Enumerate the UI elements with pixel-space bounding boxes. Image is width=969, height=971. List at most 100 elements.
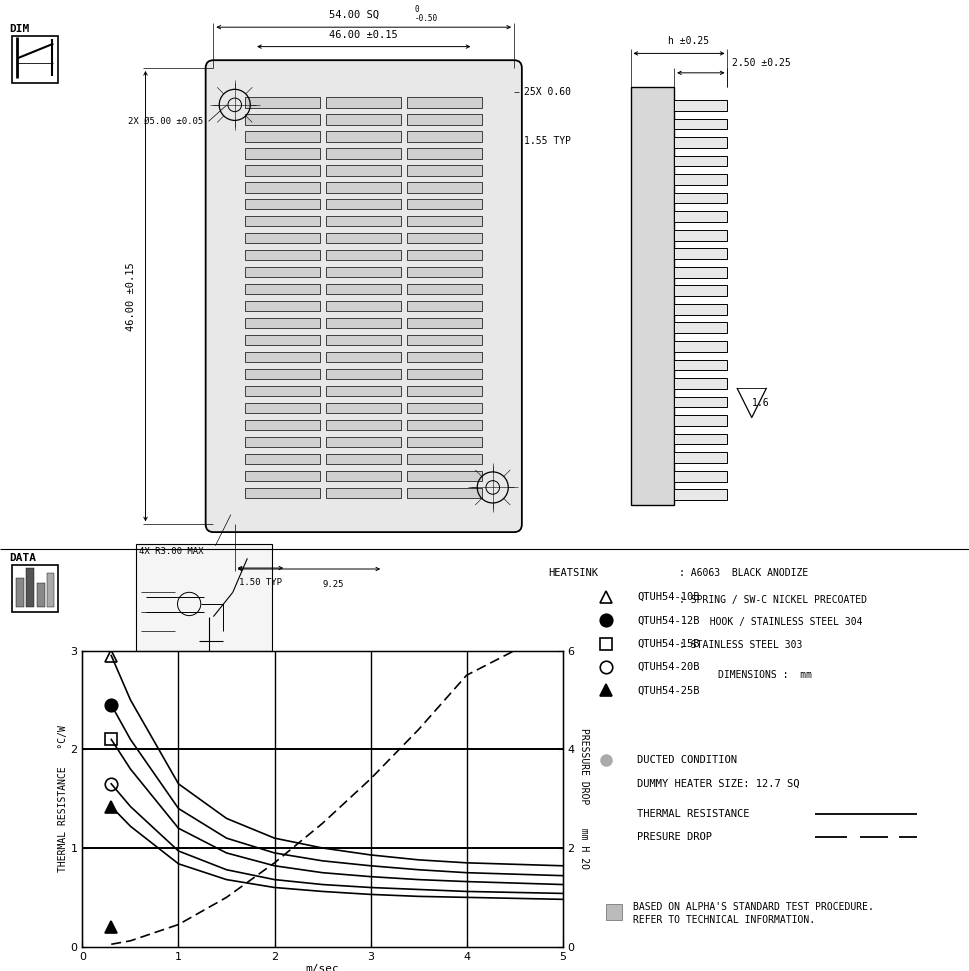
Bar bbox=[245, 97, 320, 108]
Bar bbox=[326, 183, 401, 192]
Text: 0: 0 bbox=[414, 5, 419, 14]
Bar bbox=[245, 131, 320, 142]
Bar bbox=[245, 165, 320, 176]
Bar bbox=[673, 212, 727, 222]
Bar bbox=[245, 217, 320, 226]
Bar bbox=[407, 488, 482, 498]
Bar bbox=[673, 322, 727, 333]
Bar bbox=[326, 403, 401, 414]
Bar bbox=[407, 217, 482, 226]
Bar bbox=[245, 149, 320, 158]
Bar bbox=[245, 199, 320, 210]
Bar bbox=[407, 233, 482, 244]
Bar bbox=[407, 97, 482, 108]
Text: : A6063  BLACK ANODIZE: : A6063 BLACK ANODIZE bbox=[678, 568, 807, 578]
Bar bbox=[326, 115, 401, 124]
Bar bbox=[407, 369, 482, 380]
Bar bbox=[673, 452, 727, 463]
Bar bbox=[407, 454, 482, 464]
Bar bbox=[245, 352, 320, 362]
Bar bbox=[326, 369, 401, 380]
Bar bbox=[245, 318, 320, 328]
Bar bbox=[673, 378, 727, 388]
Bar bbox=[407, 352, 482, 362]
Text: THERMAL RESISTANCE: THERMAL RESISTANCE bbox=[637, 809, 749, 819]
Text: -0.50: -0.50 bbox=[414, 15, 437, 23]
Text: QTUH54-15B: QTUH54-15B bbox=[637, 639, 699, 649]
Bar bbox=[326, 267, 401, 278]
Bar bbox=[407, 149, 482, 158]
Bar bbox=[326, 437, 401, 448]
Text: 9.25: 9.25 bbox=[322, 580, 344, 588]
Text: QTUH54-12B: QTUH54-12B bbox=[637, 616, 699, 625]
Text: QTUH54-20B: QTUH54-20B bbox=[637, 662, 699, 672]
Bar bbox=[407, 471, 482, 482]
Bar bbox=[673, 489, 727, 500]
Bar bbox=[326, 217, 401, 226]
Bar bbox=[326, 471, 401, 482]
Bar bbox=[630, 87, 673, 505]
Bar bbox=[606, 904, 621, 920]
Bar bbox=[407, 285, 482, 294]
Bar bbox=[673, 174, 727, 184]
Bar bbox=[407, 251, 482, 260]
Text: : STAINLESS STEEL 303: : STAINLESS STEEL 303 bbox=[678, 640, 801, 650]
Bar bbox=[673, 471, 727, 482]
Text: 1.55 TYP: 1.55 TYP bbox=[523, 136, 570, 146]
Text: 46.00 ±0.15: 46.00 ±0.15 bbox=[329, 30, 397, 40]
Bar bbox=[407, 386, 482, 396]
Text: HOOK / STAINLESS STEEL 304: HOOK / STAINLESS STEEL 304 bbox=[698, 617, 862, 626]
Bar bbox=[673, 137, 727, 148]
Text: 25X 0.60: 25X 0.60 bbox=[523, 87, 570, 97]
Bar bbox=[245, 115, 320, 124]
Text: 1.50 TYP: 1.50 TYP bbox=[238, 578, 282, 586]
Bar bbox=[673, 192, 727, 204]
Bar bbox=[245, 183, 320, 192]
Bar bbox=[407, 437, 482, 448]
Bar bbox=[245, 233, 320, 244]
Bar bbox=[12, 565, 58, 612]
Bar bbox=[326, 285, 401, 294]
Bar bbox=[407, 267, 482, 278]
Text: : SPRING / SW-C NICKEL PRECOATED: : SPRING / SW-C NICKEL PRECOATED bbox=[678, 595, 866, 605]
Bar bbox=[245, 369, 320, 380]
Bar bbox=[245, 471, 320, 482]
Bar bbox=[407, 301, 482, 312]
Bar bbox=[47, 573, 54, 607]
Text: 1.6: 1.6 bbox=[751, 398, 768, 408]
Text: 2.50 ±0.25: 2.50 ±0.25 bbox=[732, 58, 791, 68]
Bar bbox=[326, 352, 401, 362]
Text: h ±0.25: h ±0.25 bbox=[668, 36, 708, 46]
Bar bbox=[245, 488, 320, 498]
Bar bbox=[673, 434, 727, 445]
Bar bbox=[326, 335, 401, 346]
Text: QTUH54-10B: QTUH54-10B bbox=[637, 592, 699, 602]
Bar bbox=[407, 183, 482, 192]
Bar bbox=[245, 386, 320, 396]
Bar bbox=[245, 454, 320, 464]
Text: DUMMY HEATER SIZE: 12.7 SQ: DUMMY HEATER SIZE: 12.7 SQ bbox=[637, 779, 799, 788]
Bar bbox=[407, 115, 482, 124]
Text: 46.00 ±0.15: 46.00 ±0.15 bbox=[126, 262, 136, 330]
Bar bbox=[673, 230, 727, 241]
Bar bbox=[673, 155, 727, 166]
Y-axis label: PRESSURE DROP    mm H 2O: PRESSURE DROP mm H 2O bbox=[578, 728, 588, 869]
Text: DIM: DIM bbox=[10, 24, 30, 34]
Bar bbox=[407, 420, 482, 430]
Bar bbox=[326, 131, 401, 142]
Bar bbox=[673, 341, 727, 352]
Bar bbox=[673, 267, 727, 278]
Bar bbox=[326, 318, 401, 328]
Text: QTUH54-25B: QTUH54-25B bbox=[637, 686, 699, 695]
Bar bbox=[326, 199, 401, 210]
Text: DATA: DATA bbox=[10, 553, 37, 563]
Text: HEATSINK: HEATSINK bbox=[547, 568, 598, 578]
Bar bbox=[407, 165, 482, 176]
Bar bbox=[407, 318, 482, 328]
Text: 4X R3.00 MAX: 4X R3.00 MAX bbox=[140, 547, 203, 556]
Bar bbox=[673, 118, 727, 129]
Bar bbox=[245, 403, 320, 414]
Bar bbox=[326, 420, 401, 430]
Bar bbox=[326, 488, 401, 498]
Bar bbox=[326, 301, 401, 312]
